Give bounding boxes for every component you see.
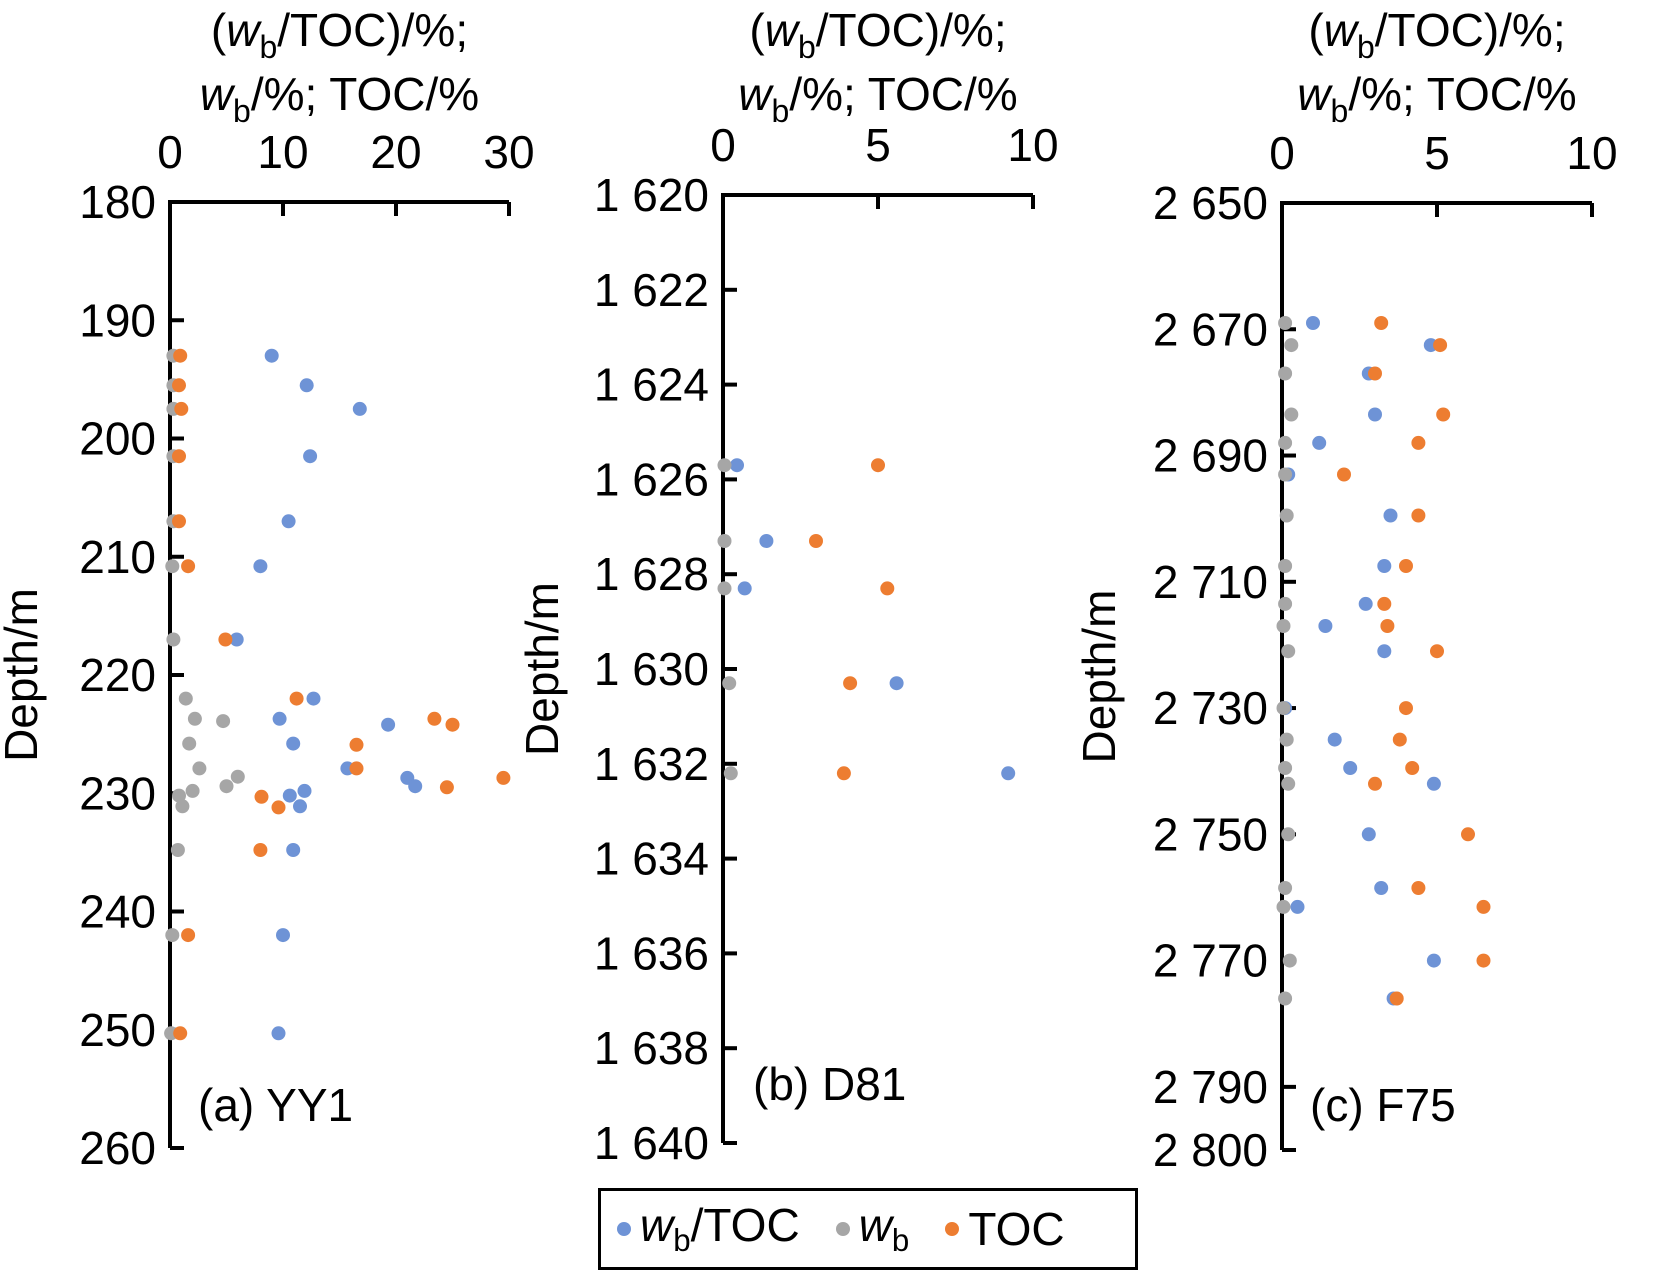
series-wb-points <box>717 458 738 781</box>
svg-text:2 690: 2 690 <box>1153 430 1268 482</box>
series-wb-points <box>164 348 245 1041</box>
legend-label-wb-w: w <box>858 1199 892 1252</box>
svg-text:220: 220 <box>79 649 156 701</box>
svg-text:(wb/TOC)/%;: (wb/TOC)/%; <box>1308 4 1565 65</box>
legend-label-wb: wb <box>859 1198 910 1259</box>
svg-text:2 800: 2 800 <box>1153 1124 1268 1176</box>
legend-label-toc-text: TOC <box>968 1203 1065 1255</box>
svg-text:wb/%; TOC/%: wb/%; TOC/% <box>1297 68 1576 129</box>
svg-text:10: 10 <box>1007 119 1058 171</box>
svg-text:0: 0 <box>157 126 183 178</box>
axes-yy1 <box>168 200 511 1150</box>
svg-text:1 622: 1 622 <box>594 264 709 316</box>
svg-text:1 620: 1 620 <box>594 169 709 221</box>
svg-text:5: 5 <box>865 119 891 171</box>
svg-text:1 626: 1 626 <box>594 453 709 505</box>
svg-text:wb/%; TOC/%: wb/%; TOC/% <box>200 68 479 129</box>
svg-text:1 628: 1 628 <box>594 548 709 600</box>
svg-text:2 710: 2 710 <box>1153 556 1268 608</box>
legend-marker-toc-icon <box>945 1222 960 1236</box>
svg-text:10: 10 <box>257 126 308 178</box>
svg-text:1 634: 1 634 <box>594 833 709 885</box>
series-wb-toc-points <box>229 348 423 1041</box>
svg-text:Depth/m: Depth/m <box>516 582 568 756</box>
svg-text:0: 0 <box>1269 127 1295 179</box>
svg-text:(b) D81: (b) D81 <box>753 1058 906 1110</box>
y-tick-labels: 1 620 1 622 1 624 1 626 1 628 1 630 1 632 1 634… <box>594 169 709 1169</box>
legend-label-wb-toc-sub: b <box>673 1223 691 1259</box>
panel-label-d81: (b) D81 <box>753 1058 906 1110</box>
legend-item-wb-toc: wb/TOC <box>617 1198 800 1259</box>
svg-text:1 640: 1 640 <box>594 1117 709 1169</box>
y-axis-title: Depth/m <box>1073 590 1125 764</box>
legend-label-wb-sub: b <box>891 1223 910 1259</box>
svg-text:5: 5 <box>1424 127 1450 179</box>
svg-text:200: 200 <box>79 413 156 465</box>
svg-text:1 630: 1 630 <box>594 643 709 695</box>
svg-text:230: 230 <box>79 767 156 819</box>
legend-label-toc: TOC <box>968 1202 1064 1256</box>
svg-text:2 730: 2 730 <box>1153 682 1268 734</box>
x-axis-title: (wb/TOC)/%;wb/%; TOC/% <box>1297 4 1576 129</box>
y-tick-labels: 2 650 2 670 2 690 2 710 2 730 2 750 2 770 2 790… <box>1153 177 1268 1176</box>
y-tick-labels: 180 190 200 210 220 230 240 250 260 <box>79 176 156 1174</box>
svg-text:240: 240 <box>79 886 156 938</box>
panel-label-f75: (c) F75 <box>1310 1079 1456 1131</box>
svg-text:(wb/TOC)/%;: (wb/TOC)/%; <box>211 4 468 65</box>
legend-label-wb-toc-w: w <box>640 1199 674 1252</box>
axes-f75 <box>1280 201 1594 1152</box>
x-tick-labels: 0 5 10 <box>1269 127 1617 179</box>
legend-label-wb-toc: wb/TOC <box>640 1198 800 1259</box>
series-wb-points <box>1276 316 1299 1006</box>
svg-text:0: 0 <box>710 119 736 171</box>
legend-item-toc: TOC <box>945 1202 1065 1256</box>
legend-marker-wb-icon <box>835 1222 850 1236</box>
svg-text:2 750: 2 750 <box>1153 808 1268 860</box>
series-wb-toc-points <box>730 458 1016 781</box>
x-tick-labels: 0 5 10 <box>710 119 1058 171</box>
svg-text:1 638: 1 638 <box>594 1022 709 1074</box>
svg-text:Depth/m: Depth/m <box>0 588 47 762</box>
panel-yy1: 0 10 20 30 180 190 200 210 220 230 240 250 260 (wb/TO… <box>0 4 535 1174</box>
series-toc-points <box>172 348 511 1041</box>
svg-text:2 670: 2 670 <box>1153 303 1268 355</box>
svg-text:(a) YY1: (a) YY1 <box>198 1079 353 1131</box>
svg-text:20: 20 <box>370 126 421 178</box>
series-toc-points <box>809 458 895 781</box>
panel-label-yy1: (a) YY1 <box>198 1079 353 1131</box>
svg-text:Depth/m: Depth/m <box>1073 590 1125 764</box>
svg-text:1 632: 1 632 <box>594 738 709 790</box>
svg-text:2 790: 2 790 <box>1153 1061 1268 1113</box>
svg-text:190: 190 <box>79 294 156 346</box>
svg-text:180: 180 <box>79 176 156 228</box>
svg-text:(wb/TOC)/%;: (wb/TOC)/%; <box>749 4 1006 65</box>
svg-text:250: 250 <box>79 1004 156 1056</box>
series-wb-toc-points <box>1278 316 1441 1006</box>
legend-marker-wb-toc-icon <box>617 1222 631 1236</box>
svg-text:260: 260 <box>79 1122 156 1174</box>
axes-d81 <box>721 193 1035 1145</box>
svg-text:(c) F75: (c) F75 <box>1310 1079 1456 1131</box>
svg-text:30: 30 <box>483 126 534 178</box>
svg-text:2 650: 2 650 <box>1153 177 1268 229</box>
legend-label-wb-toc-rest: /TOC <box>690 1199 800 1252</box>
y-axis-title: Depth/m <box>516 582 568 756</box>
x-axis-title: (wb/TOC)/%;wb/%; TOC/% <box>738 4 1017 129</box>
legend: wb/TOC wb TOC <box>598 1188 1138 1270</box>
svg-text:2 770: 2 770 <box>1153 935 1268 987</box>
svg-text:1 624: 1 624 <box>594 359 709 411</box>
series-toc-points <box>1337 316 1491 1006</box>
svg-text:wb/%; TOC/%: wb/%; TOC/% <box>738 68 1017 129</box>
x-axis-title: (wb/TOC)/%;wb/%; TOC/% <box>200 4 479 129</box>
svg-text:1 636: 1 636 <box>594 927 709 979</box>
y-axis-title: Depth/m <box>0 588 47 762</box>
x-tick-labels: 0 10 20 30 <box>157 126 534 178</box>
svg-text:10: 10 <box>1566 127 1617 179</box>
legend-item-wb: wb <box>835 1198 910 1259</box>
svg-text:210: 210 <box>79 531 156 583</box>
